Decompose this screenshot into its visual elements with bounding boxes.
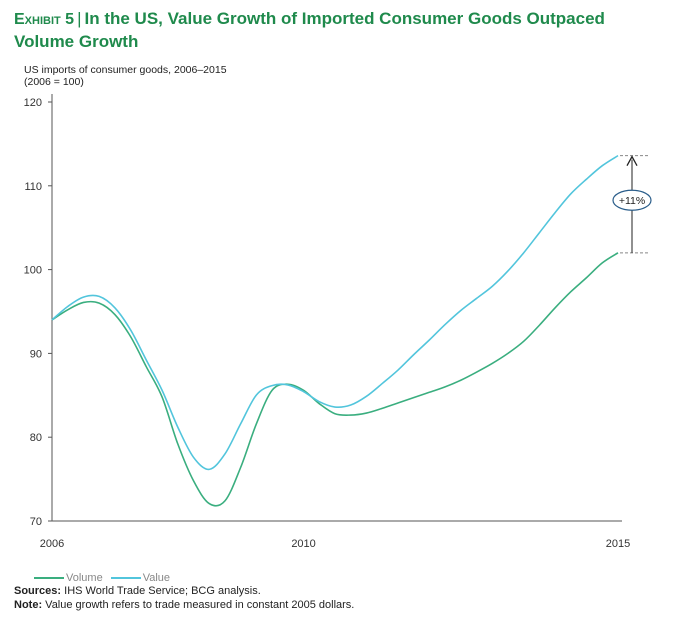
x-tick-label: 2006 (40, 538, 64, 550)
value-note: Note: Value growth refers to trade measu… (14, 598, 354, 612)
y-tick-label: 100 (24, 265, 42, 277)
legend-swatch-volume (34, 577, 64, 579)
series-line-value (51, 154, 619, 471)
annotation-label: +11% (619, 195, 645, 207)
chart-title: Exhibit 5 | In the US, Value Growth of Imp… (14, 8, 664, 53)
sources-label: Sources: (14, 585, 62, 597)
x-tick-label: 2010 (291, 538, 315, 550)
annotation-arrow-head (626, 155, 638, 166)
subtitle-line-2: (2006 = 100) (24, 76, 84, 88)
chart-axes: 70 80 90 100 110 120 2006 2010 2015 (24, 94, 630, 550)
growth-annotation: +11% (612, 155, 652, 254)
chart-legend: Volume Value (34, 572, 178, 584)
y-tick-label: 90 (30, 348, 42, 360)
sources-note: Sources: IHS World Trade Service; BCG an… (14, 584, 354, 598)
note-text: Value growth refers to trade measured in… (45, 599, 355, 611)
y-tick-label: 70 (30, 516, 42, 528)
title-separator: | (77, 9, 82, 28)
legend-swatch-value (110, 577, 141, 579)
x-tick-label: 2015 (606, 538, 630, 550)
note-label: Note: (14, 599, 43, 611)
chart-series (51, 154, 619, 507)
y-tick-label: 110 (24, 181, 42, 193)
chart-footer: Sources: IHS World Trade Service; BCG an… (14, 584, 354, 612)
sources-text: IHS World Trade Service; BCG analysis. (64, 585, 261, 597)
y-tick-label: 80 (30, 432, 42, 444)
subtitle-line-1: US imports of consumer goods, 2006–2015 (24, 64, 227, 76)
legend-label-volume: Volume (66, 572, 103, 584)
chart-subtitle: US imports of consumer goods, 2006–2015 … (24, 64, 227, 88)
title-text: In the US, Value Growth of Imported Cons… (14, 9, 605, 51)
legend-item-value: Value (110, 572, 171, 584)
legend-item-volume: Volume (34, 572, 103, 584)
annotation-badge (612, 189, 652, 211)
legend-label-value: Value (142, 572, 171, 584)
exhibit-label: Exhibit 5 (14, 11, 75, 28)
series-line-volume (51, 252, 619, 507)
y-tick-label: 120 (24, 97, 42, 109)
